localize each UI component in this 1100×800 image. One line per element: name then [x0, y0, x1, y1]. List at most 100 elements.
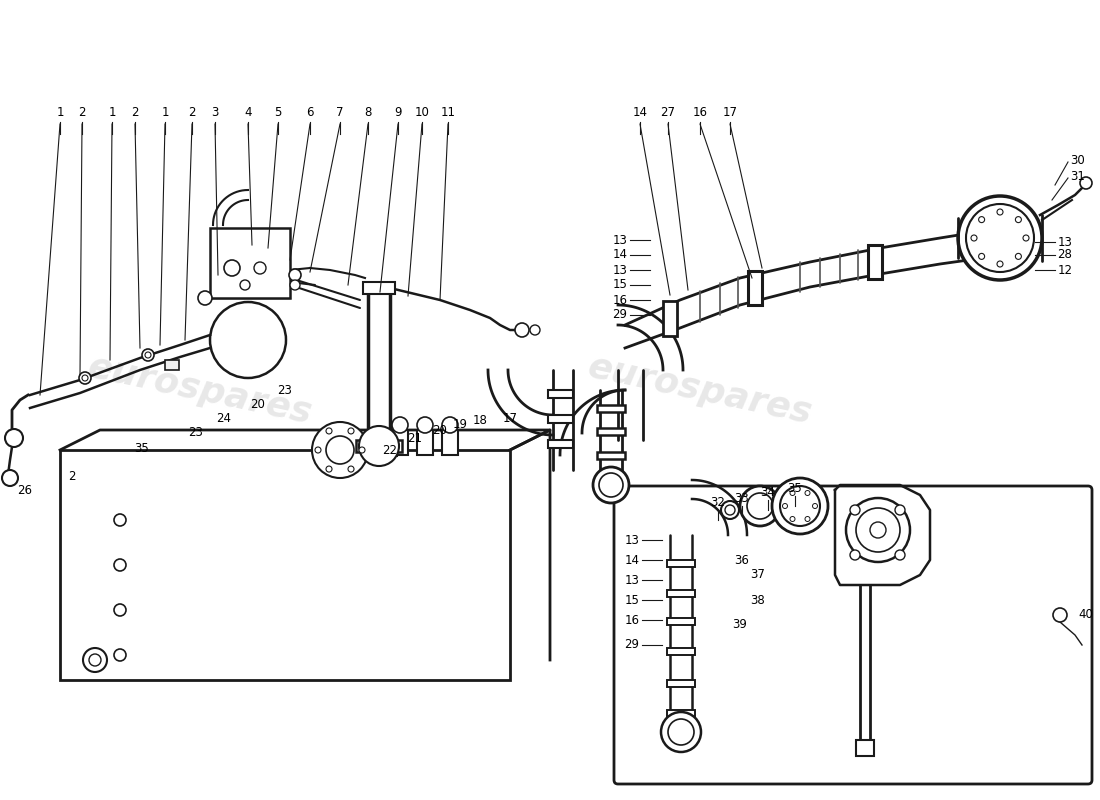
Circle shape [530, 325, 540, 335]
Text: 38: 38 [750, 594, 766, 606]
Circle shape [315, 447, 321, 453]
Circle shape [79, 372, 91, 384]
Circle shape [114, 604, 126, 616]
Circle shape [856, 508, 900, 552]
Text: 27: 27 [660, 106, 675, 118]
Bar [667, 560, 695, 567]
Bar [356, 440, 402, 452]
Circle shape [2, 470, 18, 486]
Circle shape [895, 505, 905, 515]
Text: 13: 13 [1057, 235, 1072, 249]
Circle shape [593, 467, 629, 503]
Text: 35: 35 [788, 482, 802, 494]
Text: 30: 30 [1070, 154, 1085, 166]
Bar [667, 590, 695, 597]
Text: 14: 14 [625, 554, 639, 566]
Text: 16: 16 [693, 106, 707, 118]
Text: 34: 34 [760, 486, 775, 498]
Text: 1: 1 [162, 106, 168, 118]
Text: 20: 20 [432, 423, 448, 437]
Text: 1: 1 [108, 106, 115, 118]
Circle shape [782, 503, 788, 509]
Bar [60, 450, 510, 680]
Text: eurospares: eurospares [585, 350, 815, 430]
Text: 6: 6 [306, 106, 313, 118]
Text: 23: 23 [277, 383, 293, 397]
Circle shape [790, 517, 795, 522]
Circle shape [417, 417, 433, 433]
Circle shape [725, 505, 735, 515]
Circle shape [997, 261, 1003, 267]
Text: 13: 13 [625, 574, 639, 586]
Circle shape [359, 447, 365, 453]
Text: 2: 2 [68, 470, 76, 482]
Circle shape [392, 417, 408, 433]
Circle shape [780, 486, 820, 526]
Circle shape [805, 490, 810, 495]
Circle shape [850, 550, 860, 560]
Circle shape [6, 429, 23, 447]
Text: 16: 16 [625, 614, 639, 626]
Circle shape [850, 505, 860, 515]
Circle shape [89, 654, 101, 666]
Circle shape [966, 204, 1034, 272]
Bar [748, 270, 762, 305]
Text: 40: 40 [1078, 609, 1093, 622]
Text: 11: 11 [440, 106, 455, 118]
Bar [667, 648, 695, 655]
Circle shape [790, 490, 795, 495]
Text: 37: 37 [750, 569, 766, 582]
Text: 15: 15 [613, 278, 627, 291]
Text: 3: 3 [211, 106, 219, 118]
Text: 17: 17 [503, 411, 517, 425]
Text: 10: 10 [415, 106, 429, 118]
Bar [392, 430, 408, 455]
Text: 23: 23 [188, 426, 204, 438]
Bar [548, 390, 573, 398]
Bar [442, 430, 458, 455]
Text: 2: 2 [188, 106, 196, 118]
Bar [663, 301, 676, 336]
Text: 14: 14 [613, 249, 627, 262]
Text: 39: 39 [733, 618, 747, 631]
Bar [667, 680, 695, 687]
Circle shape [740, 486, 780, 526]
Circle shape [1023, 235, 1028, 241]
Circle shape [870, 522, 886, 538]
Circle shape [1080, 177, 1092, 189]
Bar [667, 710, 695, 717]
Text: 12: 12 [1057, 263, 1072, 277]
Text: 22: 22 [383, 443, 397, 457]
Text: 32: 32 [711, 495, 725, 509]
Text: 1: 1 [56, 106, 64, 118]
Circle shape [772, 478, 828, 534]
Bar [165, 360, 179, 370]
Text: 13: 13 [613, 234, 627, 246]
Circle shape [515, 323, 529, 337]
Circle shape [114, 559, 126, 571]
Circle shape [661, 712, 701, 752]
Circle shape [82, 375, 88, 381]
Text: 7: 7 [337, 106, 343, 118]
Circle shape [326, 428, 332, 434]
Bar [597, 405, 625, 412]
Circle shape [895, 550, 905, 560]
Circle shape [1053, 608, 1067, 622]
Circle shape [600, 473, 623, 497]
Bar [375, 442, 397, 456]
Circle shape [312, 422, 368, 478]
Text: 24: 24 [217, 411, 231, 425]
Text: 5: 5 [274, 106, 282, 118]
Circle shape [1015, 254, 1022, 259]
Circle shape [846, 498, 910, 562]
Text: 26: 26 [18, 483, 33, 497]
Circle shape [348, 466, 354, 472]
Circle shape [971, 235, 977, 241]
Bar [597, 428, 625, 435]
Text: eurospares: eurospares [85, 350, 316, 430]
Text: 31: 31 [1070, 170, 1085, 182]
Circle shape [668, 719, 694, 745]
Circle shape [720, 501, 739, 519]
Text: 35: 35 [134, 442, 150, 454]
Circle shape [289, 269, 301, 281]
